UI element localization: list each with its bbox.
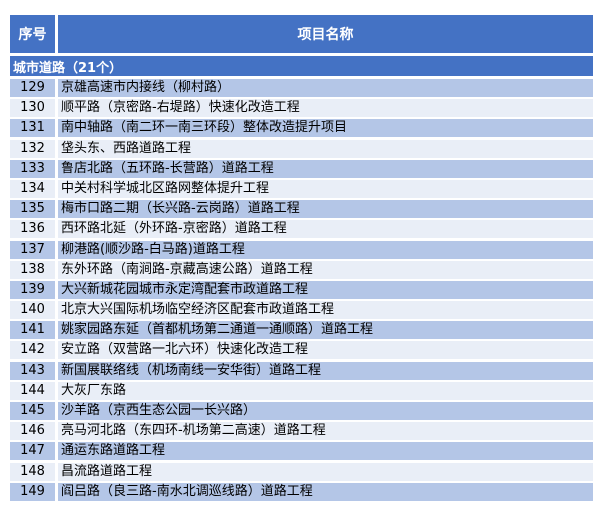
row-index: 149 [10,482,55,501]
row-index: 143 [10,361,55,380]
table-row: 140 北京大兴国际机场临空经济区配套市政道路工程 [10,301,593,320]
row-index: 134 [10,179,55,198]
row-index: 132 [10,139,55,158]
table-row: 133 鲁店北路（五环路-长营路）道路工程 [10,159,593,178]
row-index: 146 [10,422,55,441]
table-row: 129 京雄高速市内接线（柳村路） [10,79,593,97]
row-project-name: 京雄高速市内接线（柳村路） [58,79,593,97]
row-index: 140 [10,301,55,320]
table-row: 139 大兴新城花园城市永定湾配套市政道路工程 [10,280,593,299]
row-project-name: 通运东路道路工程 [58,442,593,461]
row-index: 144 [10,381,55,400]
row-index: 147 [10,442,55,461]
row-project-name: 梅市口路二期（长兴路-云岗路）道路工程 [58,200,593,219]
table-row: 132 垡头东、西路道路工程 [10,139,593,158]
row-index: 141 [10,321,55,340]
row-project-name: 垡头东、西路道路工程 [58,139,593,158]
table-row: 136 西环路北延（外环路-京密路）道路工程 [10,220,593,239]
table-row: 130 顺平路（京密路-右堤路）快速化改造工程 [10,99,593,118]
table-row: 147 通运东路道路工程 [10,442,593,461]
row-project-name: 大兴新城花园城市永定湾配套市政道路工程 [58,280,593,299]
table-body: 129 京雄高速市内接线（柳村路） 130 顺平路（京密路-右堤路）快速化改造工程 13… [10,79,593,501]
row-index: 135 [10,200,55,219]
row-project-name: 柳港路(顺沙路-白马路)道路工程 [58,240,593,259]
table-row: 143 新国展联络线（机场南线一安华街）道路工程 [10,361,593,380]
row-index: 131 [10,119,55,138]
table-row: 142 安立路（双营路一北六环）快速化改造工程 [10,341,593,360]
row-project-name: 姚家园路东延（首都机场第二通道一通顺路）道路工程 [58,321,593,340]
table-row: 131 南中轴路（南二环一南三环段）整体改造提升项目 [10,119,593,138]
table-row: 144 大灰厂东路 [10,381,593,400]
row-project-name: 南中轴路（南二环一南三环段）整体改造提升项目 [58,119,593,138]
row-index: 130 [10,99,55,118]
row-project-name: 安立路（双营路一北六环）快速化改造工程 [58,341,593,360]
row-project-name: 东外环路（南涧路-京藏高速公路）道路工程 [58,260,593,279]
table-row: 145 沙羊路（京西生态公园一长兴路） [10,402,593,420]
row-project-name: 北京大兴国际机场临空经济区配套市政道路工程 [58,301,593,320]
row-project-name: 中关村科学城北区路网整体提升工程 [58,179,593,198]
table-row: 149 阎吕路（良三路-南水北调巡线路）道路工程 [10,482,593,501]
row-project-name: 新国展联络线（机场南线一安华街）道路工程 [58,361,593,380]
row-index: 136 [10,220,55,239]
table-row: 134 中关村科学城北区路网整体提升工程 [10,179,593,198]
row-project-name: 亮马河北路（东四环-机场第二高速）道路工程 [58,422,593,441]
header-index: 序号 [10,15,55,53]
row-index: 142 [10,341,55,360]
row-index: 129 [10,79,55,97]
row-project-name: 昌流路道路工程 [58,462,593,481]
row-project-name: 鲁店北路（五环路-长营路）道路工程 [58,159,593,178]
table-row: 137 柳港路(顺沙路-白马路)道路工程 [10,240,593,259]
row-project-name: 阎吕路（良三路-南水北调巡线路）道路工程 [58,482,593,501]
header-project-name: 项目名称 [58,15,593,53]
section-title: 城市道路（21个） [10,56,593,76]
table-header: 序号 项目名称 [10,15,593,53]
table-row: 138 东外环路（南涧路-京藏高速公路）道路工程 [10,260,593,279]
row-project-name: 沙羊路（京西生态公园一长兴路） [58,402,593,420]
table-row: 146 亮马河北路（东四环-机场第二高速）道路工程 [10,422,593,441]
row-project-name: 西环路北延（外环路-京密路）道路工程 [58,220,593,239]
table-row: 141 姚家园路东延（首都机场第二通道一通顺路）道路工程 [10,321,593,340]
row-project-name: 大灰厂东路 [58,381,593,400]
project-table: 序号 项目名称 城市道路（21个） 129 京雄高速市内接线（柳村路） 130 顺平路… [10,15,593,503]
row-project-name: 顺平路（京密路-右堤路）快速化改造工程 [58,99,593,118]
row-index: 145 [10,402,55,420]
row-index: 133 [10,159,55,178]
row-index: 138 [10,260,55,279]
row-index: 137 [10,240,55,259]
row-index: 148 [10,462,55,481]
row-index: 139 [10,280,55,299]
table-row: 148 昌流路道路工程 [10,462,593,481]
table-row: 135 梅市口路二期（长兴路-云岗路）道路工程 [10,200,593,219]
